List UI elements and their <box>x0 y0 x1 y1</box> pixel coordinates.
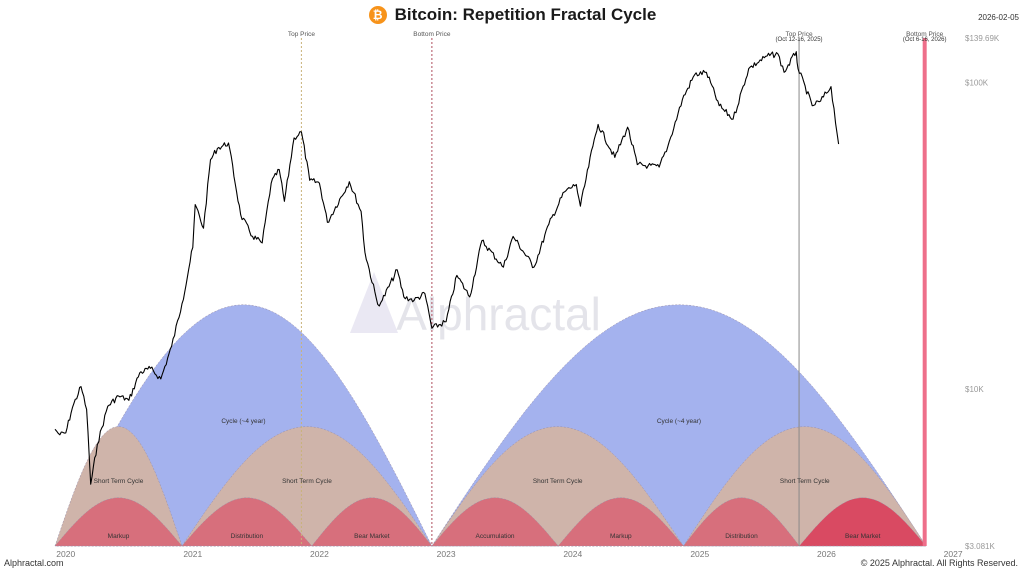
x-tick-label-0: 2020 <box>56 549 75 559</box>
source-link[interactable]: Alphractal.com <box>4 558 64 568</box>
x-tick-label-5: 2025 <box>690 549 709 559</box>
long-cycle-label-1: Cycle (~4 year) <box>657 418 701 425</box>
copyright-notice: © 2025 Alphractal. All Rights Reserved. <box>860 558 1018 568</box>
phase-label-2: Bear Market <box>354 533 390 540</box>
btc-price-line <box>54 51 840 485</box>
date-stamp: 2026-02-05 <box>978 13 1019 22</box>
marker-label-3: Bottom Price <box>906 31 944 38</box>
short-cycle-label-3: Short Term Cycle <box>780 478 830 485</box>
phase-label-5: Distribution <box>725 533 758 540</box>
chart-title: Bitcoin: Repetition Fractal Cycle <box>394 5 657 24</box>
phase-label-4: Markup <box>610 533 632 540</box>
x-tick-label-7: 2027 <box>944 549 963 559</box>
y-tick-label-0: $139.69K <box>965 34 1000 43</box>
short-cycle-label-1: Short Term Cycle <box>282 478 332 485</box>
long-cycle-label-0: Cycle (~4 year) <box>221 418 265 425</box>
chart-header: ₿ Bitcoin: Repetition Fractal Cycle <box>0 2 1025 28</box>
phase-arch-4 <box>557 497 685 547</box>
phase-arch-3 <box>431 497 559 547</box>
x-tick-label-2: 2022 <box>310 549 329 559</box>
watermark-text: Alphractal <box>396 288 601 340</box>
x-tick-label-1: 2021 <box>183 549 202 559</box>
marker-label-0: Top Price <box>288 31 315 38</box>
bitcoin-icon: ₿ <box>368 6 387 24</box>
phase-arch-0 <box>54 497 183 547</box>
phase-arch-2 <box>311 497 433 547</box>
phase-label-0: Markup <box>108 533 130 540</box>
phase-arch-6 <box>798 497 927 547</box>
watermark-logo <box>350 272 398 333</box>
phase-label-1: Distribution <box>231 533 264 540</box>
phase-arch-1 <box>181 497 313 547</box>
marker-label-2: Top Price <box>786 31 813 38</box>
marker-label-1: Bottom Price <box>413 31 451 38</box>
phase-label-6: Bear Market <box>845 533 881 540</box>
x-tick-label-4: 2024 <box>563 549 582 559</box>
y-tick-label-2: $10K <box>965 385 984 394</box>
y-tick-label-3: $3.081K <box>965 542 995 551</box>
phase-arch-5 <box>683 497 800 547</box>
marker-sublabel-2: (Oct 12-16, 2025) <box>776 37 823 43</box>
y-tick-label-1: $100K <box>965 79 989 88</box>
projected-bottom-band <box>922 38 927 546</box>
x-tick-label-3: 2023 <box>437 549 456 559</box>
short-cycle-label-0: Short Term Cycle <box>94 478 144 485</box>
marker-sublabel-3: (Oct 6-16, 2026) <box>903 37 947 43</box>
x-tick-label-6: 2026 <box>817 549 836 559</box>
short-cycle-label-2: Short Term Cycle <box>533 478 583 485</box>
phase-label-3: Accumulation <box>476 533 515 540</box>
